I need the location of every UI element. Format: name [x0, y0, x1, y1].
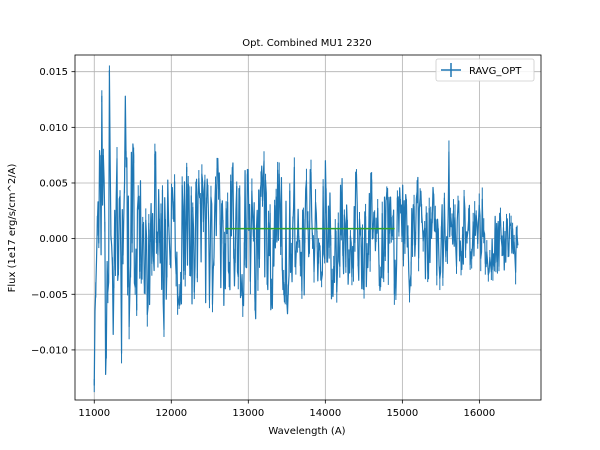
- legend: RAVG_OPT: [435, 58, 535, 82]
- series-layer: [93, 69, 519, 386]
- y-axis: −0.010 −0.005 0.000 0.005 0.010 0.015: [31, 67, 75, 356]
- y-tick-label: 0.000: [39, 234, 68, 245]
- x-tick-label: 16000: [463, 408, 495, 419]
- y-tick-label: −0.010: [31, 345, 68, 356]
- legend-box: [435, 58, 535, 82]
- y-tick-label: 0.015: [39, 67, 68, 78]
- x-axis-label: Wavelength (A): [268, 426, 345, 437]
- series-ravg-opt-line: [93, 69, 519, 386]
- x-tick-label: 13000: [232, 408, 264, 419]
- y-tick-label: −0.005: [31, 290, 68, 301]
- grid: [75, 55, 541, 400]
- x-tick-label: 14000: [309, 408, 341, 419]
- y-tick-label: 0.010: [39, 123, 68, 134]
- y-axis-label: Flux (1e17 erg/s/cm^2/A): [7, 164, 18, 293]
- x-axis: 11000 12000 13000 14000 15000 16000: [78, 400, 495, 419]
- chart-title: Opt. Combined MU1 2320: [242, 38, 371, 49]
- x-tick-label: 12000: [155, 408, 187, 419]
- x-tick-label: 11000: [78, 408, 110, 419]
- x-tick-label: 15000: [386, 408, 418, 419]
- plot-area: [74, 54, 542, 401]
- y-tick-label: 0.005: [39, 178, 68, 189]
- legend-label-ravg-opt: RAVG_OPT: [469, 66, 522, 77]
- plot-frame: [74, 54, 542, 401]
